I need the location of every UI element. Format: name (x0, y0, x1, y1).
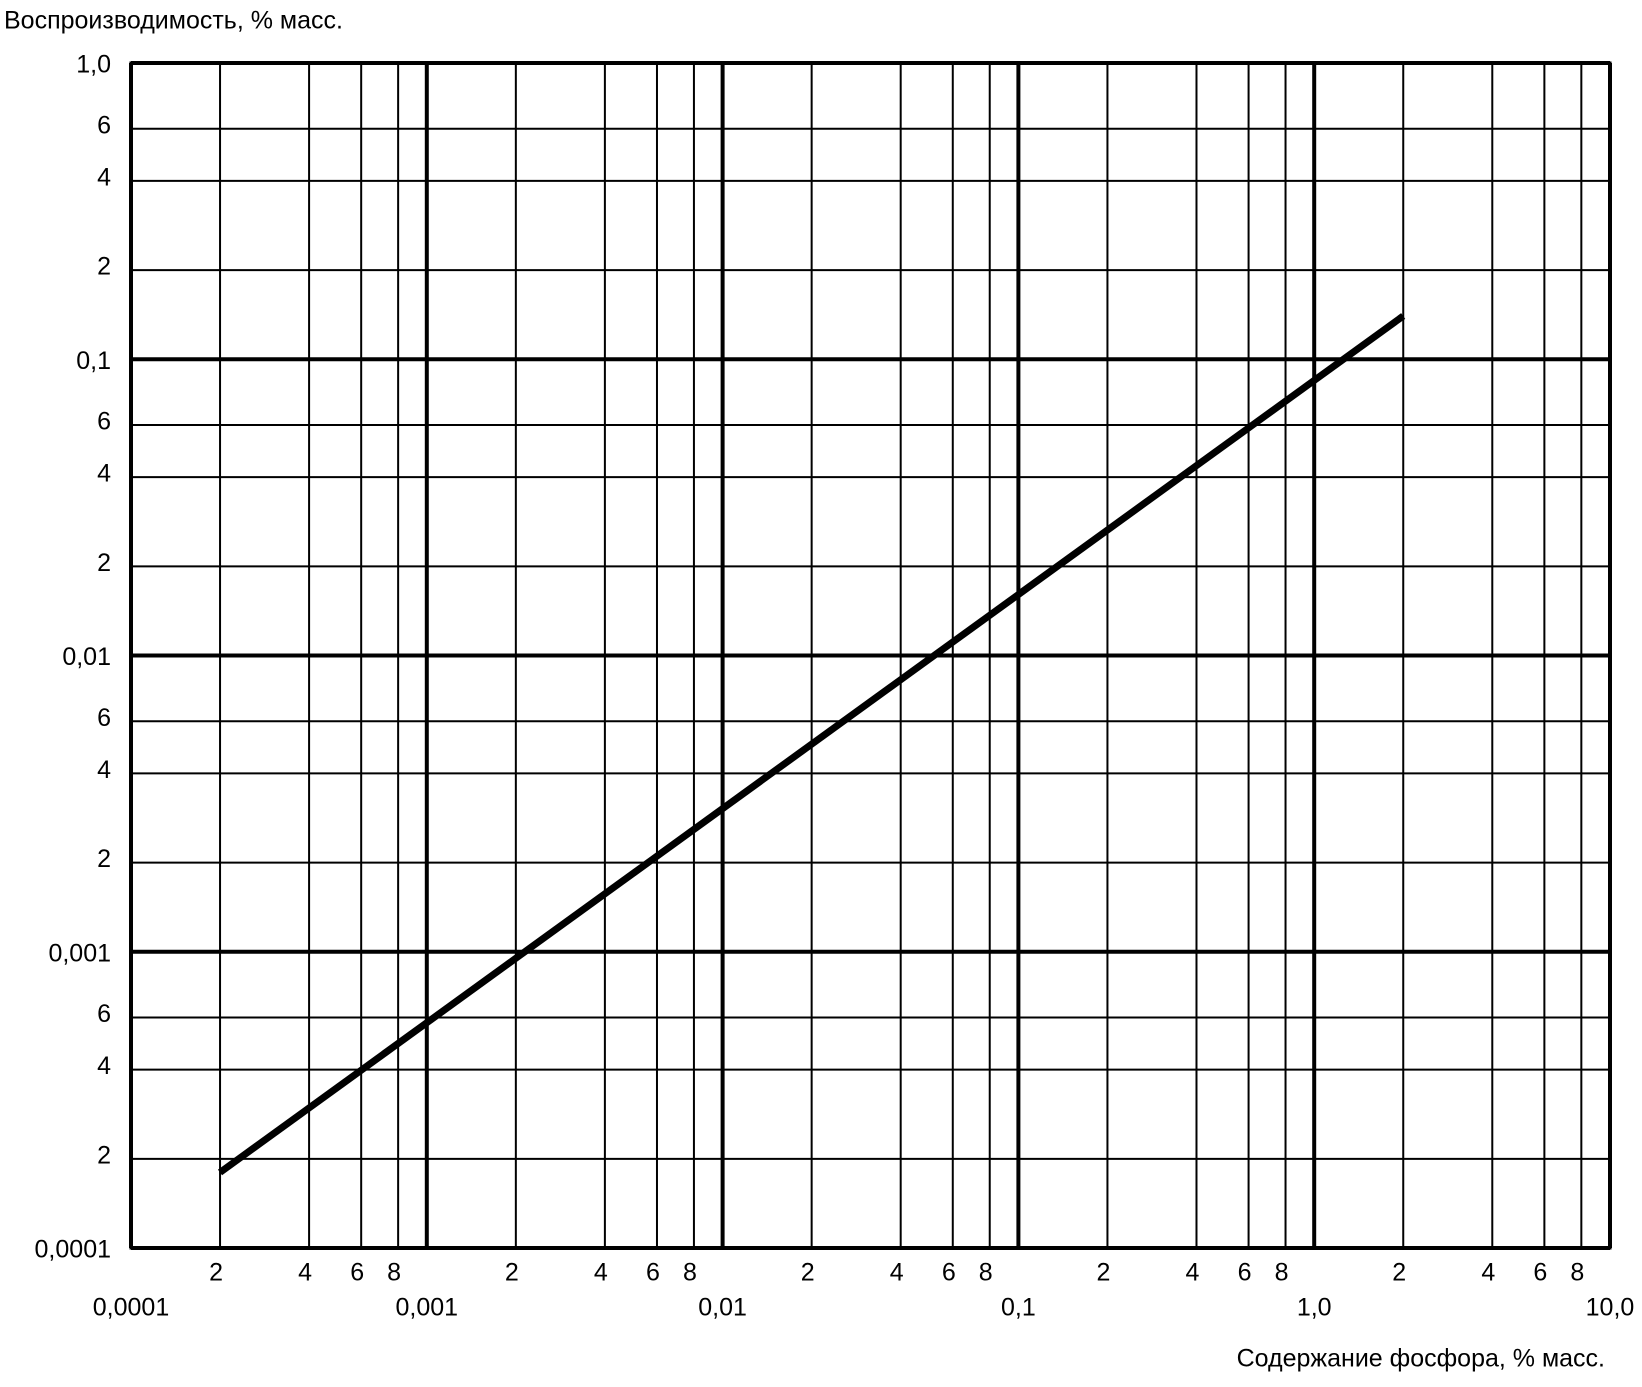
x-tick-label: 2 (801, 1259, 815, 1287)
y-tick-label: 0,01 (62, 643, 111, 671)
x-tick-label: 0,01 (698, 1294, 747, 1322)
x-tick-label: 4 (594, 1259, 608, 1287)
x-tick-label: 8 (1570, 1259, 1584, 1287)
y-tick-label: 4 (97, 460, 111, 488)
y-tick-label: 2 (97, 253, 111, 281)
x-tick-label: 2 (1392, 1259, 1406, 1287)
y-tick-label: 0,001 (48, 939, 111, 967)
y-tick-label: 2 (97, 1141, 111, 1169)
x-tick-label: 2 (1096, 1259, 1110, 1287)
x-tick-label: 4 (298, 1259, 312, 1287)
y-tick-label: 2 (97, 549, 111, 577)
y-tick-label: 6 (97, 111, 111, 139)
y-tick-label: 1,0 (76, 51, 111, 79)
x-tick-label: 6 (1533, 1259, 1547, 1287)
y-tick-label: 6 (97, 704, 111, 732)
x-tick-label: 0,0001 (93, 1294, 169, 1322)
x-tick-label: 6 (942, 1259, 956, 1287)
x-tick-label: 4 (1481, 1259, 1495, 1287)
x-tick-label: 6 (646, 1259, 660, 1287)
y-tick-label: 4 (97, 756, 111, 784)
y-tick-label: 6 (97, 408, 111, 436)
x-tick-label: 0,1 (1001, 1294, 1036, 1322)
y-tick-label: 4 (97, 163, 111, 191)
x-tick-label: 6 (350, 1259, 364, 1287)
x-tick-label: 10,0 (1586, 1294, 1635, 1322)
y-tick-label: 0,1 (76, 347, 111, 375)
x-tick-label: 8 (387, 1259, 401, 1287)
y-tick-label: 0,0001 (35, 1236, 111, 1264)
x-tick-label: 2 (505, 1259, 519, 1287)
chart-title: Воспроизводимость, % масс. (4, 7, 343, 35)
x-tick-label: 8 (683, 1259, 697, 1287)
x-tick-label: 6 (1238, 1259, 1252, 1287)
x-tick-label: 0,001 (396, 1294, 459, 1322)
x-axis-label: Содержание фосфора, % масс. (1237, 1345, 1605, 1373)
x-tick-label: 8 (1275, 1259, 1289, 1287)
x-tick-label: 1,0 (1297, 1294, 1332, 1322)
x-tick-label: 4 (890, 1259, 904, 1287)
x-tick-label: 4 (1186, 1259, 1200, 1287)
data-line (217, 313, 1406, 1176)
y-tick-label: 4 (97, 1052, 111, 1080)
y-tick-label: 6 (97, 1000, 111, 1028)
y-tick-label: 2 (97, 845, 111, 873)
x-tick-label: 2 (209, 1259, 223, 1287)
x-tick-label: 8 (979, 1259, 993, 1287)
